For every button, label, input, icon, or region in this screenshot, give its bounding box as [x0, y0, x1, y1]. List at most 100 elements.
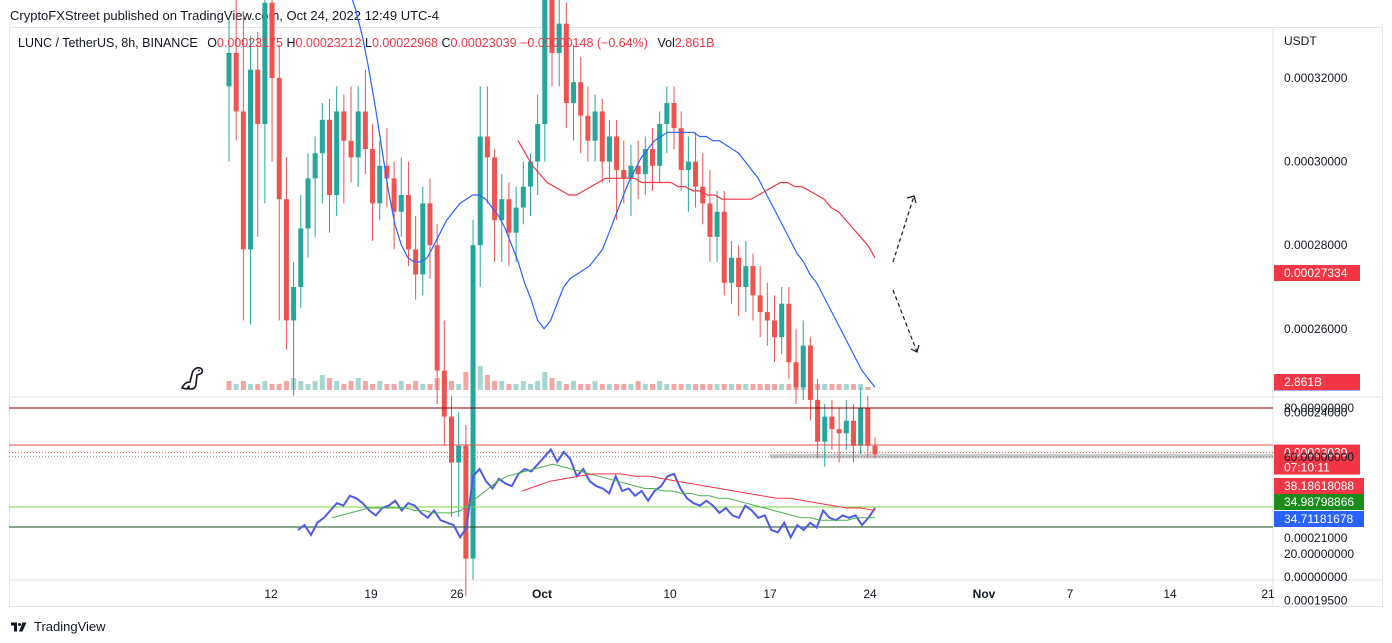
rsi-value-badge	[1274, 494, 1364, 510]
candle-body	[513, 207, 519, 233]
candle-body	[793, 362, 799, 388]
candle-body	[815, 399, 821, 442]
volume-bar	[750, 384, 756, 390]
candle-body	[527, 161, 533, 187]
volume-bar	[606, 384, 612, 390]
chart-frame[interactable]	[9, 27, 1383, 607]
candle-body	[843, 420, 849, 434]
countdown-label: 07:10:11	[1284, 461, 1330, 475]
symbol-name[interactable]: LUNC / TetherUS, 8h, BINANCE	[18, 36, 198, 50]
volume-bar	[858, 384, 864, 390]
volume-bar	[707, 384, 713, 390]
candle-body	[506, 199, 512, 233]
footer-brand[interactable]: TradingView	[34, 619, 106, 634]
volume-bar	[556, 381, 562, 390]
candle-body	[398, 195, 404, 212]
candle-body	[470, 245, 476, 559]
volume-bar	[772, 384, 778, 390]
rsi-value-label: 38.18618088	[1284, 479, 1354, 493]
candle-body	[772, 320, 778, 338]
candle-body	[743, 266, 749, 287]
volume-bar	[262, 381, 268, 390]
time-tick-label: 14	[1163, 587, 1177, 601]
volume-bar	[614, 384, 620, 390]
volume-bar	[736, 384, 742, 390]
price-badge-label: 0.00023039	[1284, 446, 1348, 460]
volume-bar	[535, 381, 541, 390]
bullish-projection-arrow	[892, 195, 915, 263]
candle-body	[477, 136, 483, 246]
candle-body	[621, 169, 627, 179]
candle-body	[635, 165, 641, 175]
volume-bar	[276, 384, 282, 390]
volume-bar	[599, 384, 605, 390]
candle-body	[721, 211, 727, 283]
candle-body	[463, 445, 469, 559]
volume-bar	[298, 381, 304, 390]
candle-body	[341, 111, 347, 141]
candle-body	[563, 23, 569, 104]
volume-bar	[786, 384, 792, 390]
rsi-ma-line	[331, 463, 875, 521]
candle-body	[707, 203, 713, 237]
candle-body	[492, 157, 498, 221]
low-label: L	[365, 36, 372, 50]
volume-label: Vol	[657, 36, 675, 50]
volume-bar	[226, 381, 232, 390]
candle-body	[499, 199, 505, 221]
volume-bar	[283, 381, 289, 390]
volume-value: 2.861B	[674, 36, 715, 50]
volume-bar	[563, 384, 569, 390]
time-tick-label: 26	[450, 587, 464, 601]
volume-bar	[362, 381, 368, 390]
candle-body	[312, 153, 318, 179]
price-badge-label: 0.00027334	[1284, 266, 1348, 280]
volume-bar	[248, 384, 254, 390]
volume-bar	[334, 381, 340, 390]
time-tick-label: 12	[264, 587, 278, 601]
candle-body	[384, 165, 390, 179]
volume-bar	[370, 384, 376, 390]
volume-bar	[779, 384, 785, 390]
volume-bar	[728, 384, 734, 390]
candle-body	[872, 445, 878, 455]
candle-body	[449, 416, 455, 463]
dinosaur-icon[interactable]	[178, 362, 208, 392]
volume-bar	[628, 384, 634, 390]
candle-body	[405, 195, 411, 250]
candle-body	[836, 429, 842, 434]
volume-bar	[255, 384, 261, 390]
volume-bar	[456, 384, 462, 390]
volume-bar	[829, 384, 835, 390]
volume-bar	[664, 384, 670, 390]
volume-bar	[326, 378, 332, 390]
time-tick-label: Nov	[973, 587, 996, 601]
candle-body	[736, 257, 742, 287]
price-tick-label: 0.00024000	[1284, 405, 1348, 419]
volume-bar	[240, 381, 246, 390]
rsi-tick-label: 0.00000000	[1284, 570, 1348, 584]
high-value: 0.00023212	[295, 36, 362, 50]
candle-body	[291, 287, 297, 321]
currency-label[interactable]: USDT	[1284, 34, 1317, 48]
volume-bar	[693, 384, 699, 390]
candle-body	[240, 111, 246, 250]
price-badge	[1274, 265, 1360, 282]
volume-bar	[398, 381, 404, 390]
volume-bar	[700, 384, 706, 390]
sma-fast-line	[351, 0, 876, 388]
sma-slow-line	[517, 140, 876, 259]
volume-bar	[492, 381, 498, 390]
candle-body	[614, 136, 620, 170]
candle-body	[542, 0, 548, 124]
volume-bar	[542, 372, 548, 390]
tradingview-logo-icon	[11, 622, 27, 631]
open-label: O	[207, 36, 217, 50]
arrow-head-icon	[910, 344, 920, 353]
candle-body	[678, 128, 684, 170]
volume-bar	[233, 384, 239, 390]
volume-bar	[348, 381, 354, 390]
price-tick-label: 0.00028000	[1284, 238, 1348, 252]
price-tick-label: 0.00021000	[1284, 531, 1348, 545]
